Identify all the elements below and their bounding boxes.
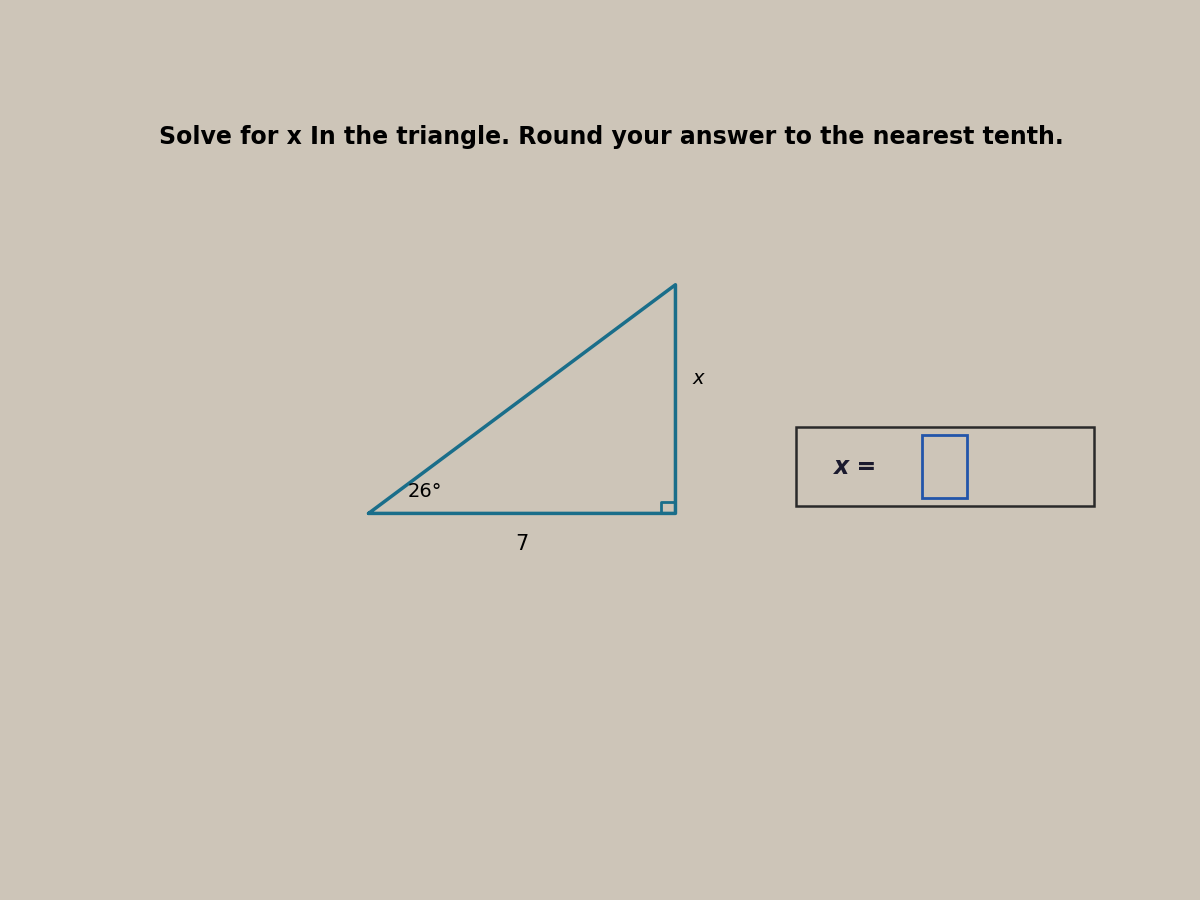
Text: x: x [692, 369, 703, 388]
Bar [797, 427, 1094, 507]
Text: 26°: 26° [408, 482, 442, 501]
Text: x =: x = [834, 454, 877, 479]
Bar [922, 435, 966, 499]
Text: 7: 7 [515, 535, 529, 554]
Text: Solve for x In the triangle. Round your answer to the nearest tenth.: Solve for x In the triangle. Round your … [160, 125, 1064, 149]
